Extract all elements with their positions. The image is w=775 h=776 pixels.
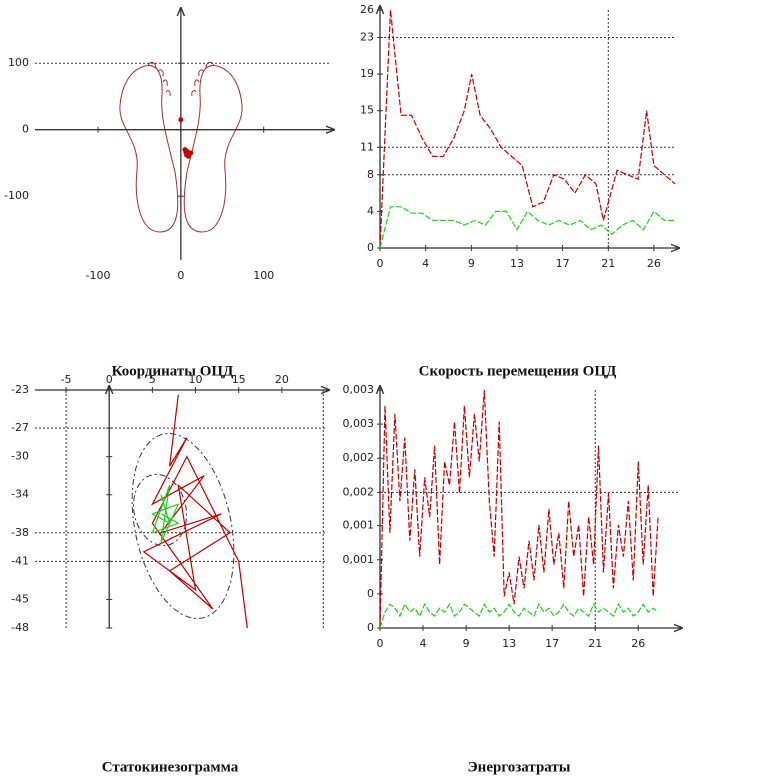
series-line xyxy=(379,9,676,249)
x-tick-label: 26 xyxy=(647,257,661,270)
y-tick-label: 11 xyxy=(360,140,374,153)
y-tick-label: 0 xyxy=(22,123,29,136)
x-tick-label: 13 xyxy=(502,637,516,650)
x-tick-label: 17 xyxy=(556,257,570,270)
y-tick-label: 8 xyxy=(367,168,374,181)
y-tick-label: 4 xyxy=(367,204,374,217)
x-tick-label: 15 xyxy=(232,373,246,386)
y-tick-label: 15 xyxy=(360,104,374,117)
point xyxy=(183,149,189,155)
y-tick-label: -41 xyxy=(11,554,29,567)
series-line xyxy=(150,484,180,543)
y-tick-label: -48 xyxy=(11,621,29,634)
x-tick-label: 0 xyxy=(377,637,384,650)
series-line xyxy=(379,389,659,629)
x-tick-label: 4 xyxy=(422,257,429,270)
y-tick-label: 0,002 xyxy=(343,485,375,498)
x-tick-label: 10 xyxy=(189,373,203,386)
x-tick-label: 5 xyxy=(149,373,156,386)
inner-ellipse xyxy=(132,473,188,547)
y-tick-label: 0 xyxy=(367,241,374,254)
x-tick-label: -5 xyxy=(61,373,72,386)
chart-title: Статокинезограмма xyxy=(102,759,239,775)
y-tick-label: -27 xyxy=(11,421,29,434)
confidence-ellipses xyxy=(131,433,235,619)
y-tick-label: 0 xyxy=(367,587,374,600)
y-tick-label: 26 xyxy=(360,3,374,16)
y-tick-label: -23 xyxy=(11,383,29,396)
feet xyxy=(119,61,243,233)
x-tick-label: 0 xyxy=(177,269,184,282)
x-tick-label: 0 xyxy=(377,257,384,270)
x-tick-label: 13 xyxy=(510,257,524,270)
series-line xyxy=(379,602,659,629)
y-tick-label: 0,003 xyxy=(343,417,375,430)
x-tick-label: 26 xyxy=(631,637,645,650)
y-tick-label: -38 xyxy=(11,526,29,539)
x-tick-label: 4 xyxy=(420,637,427,650)
y-tick-label: 19 xyxy=(360,67,374,80)
x-tick-label: 9 xyxy=(463,637,470,650)
chart-title: Скорость перемещения ОЦД xyxy=(419,363,617,379)
chart-title: Координаты ОЦД xyxy=(112,363,234,379)
y-tick-label: 100 xyxy=(8,56,29,69)
x-tick-label: -100 xyxy=(85,269,110,282)
y-tick-label: -34 xyxy=(11,488,29,501)
x-tick-label: 100 xyxy=(253,269,274,282)
point xyxy=(178,117,184,123)
x-tick-label: 17 xyxy=(545,637,559,650)
point xyxy=(185,153,191,159)
y-tick-label: 0,002 xyxy=(343,451,375,464)
y-tick-label: 0,003 xyxy=(343,383,375,396)
y-tick-label: 0 xyxy=(367,621,374,634)
x-tick-label: 0 xyxy=(106,373,113,386)
x-tick-label: 21 xyxy=(601,257,615,270)
y-tick-label: 0,001 xyxy=(343,519,375,532)
y-tick-label: 23 xyxy=(360,30,374,43)
left-foot xyxy=(119,61,179,233)
y-tick-label: -30 xyxy=(11,450,29,463)
y-tick-label: -100 xyxy=(4,189,29,202)
y-tick-label: 0,001 xyxy=(343,553,375,566)
y-tick-label: -45 xyxy=(11,592,29,605)
series-line xyxy=(379,206,675,249)
chart-title: Энергозатраты xyxy=(468,759,571,775)
outer-ellipse xyxy=(131,433,235,619)
x-tick-label: 9 xyxy=(468,257,475,270)
x-tick-label: 21 xyxy=(588,637,602,650)
x-tick-label: 20 xyxy=(275,373,289,386)
right-foot xyxy=(183,61,243,233)
